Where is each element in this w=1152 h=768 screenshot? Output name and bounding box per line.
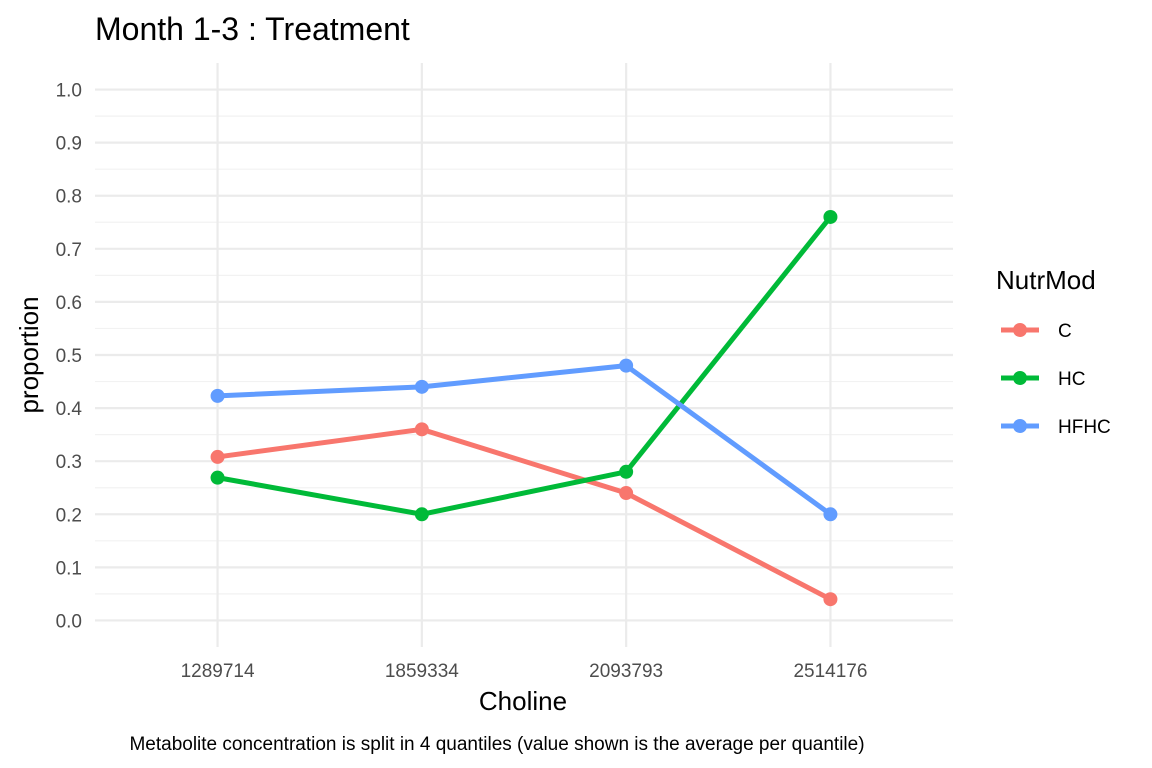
legend-key-point bbox=[1013, 371, 1027, 385]
chart-title: Month 1-3 : Treatment bbox=[95, 11, 410, 47]
y-tick-label: 0.5 bbox=[56, 346, 82, 367]
data-point bbox=[414, 507, 429, 522]
legend-label: HC bbox=[1058, 369, 1085, 390]
y-tick-label: 0.3 bbox=[56, 452, 82, 473]
y-axis-ticks: 0.0 0.1 0.2 0.3 0.4 0.5 0.6 0.7 0.8 0.9 1.0 bbox=[56, 81, 83, 633]
y-tick-label: 0.4 bbox=[56, 399, 83, 420]
data-point bbox=[619, 486, 634, 501]
series-points bbox=[210, 209, 838, 607]
grid bbox=[95, 63, 953, 647]
x-tick-label: 1289714 bbox=[181, 661, 255, 682]
y-tick-label: 0.6 bbox=[56, 293, 82, 314]
data-point bbox=[210, 470, 225, 485]
y-tick-label: 1.0 bbox=[56, 81, 82, 102]
y-tick-label: 0.0 bbox=[56, 611, 82, 632]
legend-title: NutrMod bbox=[996, 265, 1096, 295]
data-point bbox=[823, 507, 838, 522]
series-line bbox=[217, 215, 833, 517]
legend-label: HFHC bbox=[1058, 417, 1111, 438]
data-point bbox=[619, 464, 634, 479]
legend-label: C bbox=[1058, 321, 1072, 342]
legend-key-point bbox=[1013, 323, 1027, 337]
data-point bbox=[823, 209, 838, 224]
data-point bbox=[414, 379, 429, 394]
x-tick-label: 1859334 bbox=[385, 661, 459, 682]
data-point bbox=[619, 358, 634, 373]
series-line bbox=[217, 363, 832, 517]
data-point bbox=[210, 449, 225, 464]
series-line bbox=[217, 426, 832, 602]
y-axis-title: proportion bbox=[14, 296, 44, 413]
y-tick-label: 0.9 bbox=[56, 134, 82, 155]
chart-caption: Metabolite concentration is split in 4 q… bbox=[129, 734, 864, 755]
x-tick-label: 2514176 bbox=[793, 661, 867, 682]
y-tick-label: 0.8 bbox=[56, 187, 82, 208]
x-tick-label: 2093793 bbox=[589, 661, 663, 682]
y-tick-label: 0.7 bbox=[56, 240, 82, 261]
data-point bbox=[210, 388, 225, 403]
x-axis-ticks: 1289714 1859334 2093793 2514176 bbox=[181, 661, 868, 682]
y-tick-label: 0.2 bbox=[56, 505, 82, 526]
series-lines bbox=[217, 215, 833, 602]
legend-key-point bbox=[1013, 419, 1027, 433]
data-point bbox=[823, 592, 838, 607]
data-point bbox=[414, 422, 429, 437]
legend: NutrMod C HC HFHC bbox=[996, 265, 1111, 438]
x-axis-title: Choline bbox=[479, 686, 567, 716]
y-tick-label: 0.1 bbox=[56, 558, 82, 579]
